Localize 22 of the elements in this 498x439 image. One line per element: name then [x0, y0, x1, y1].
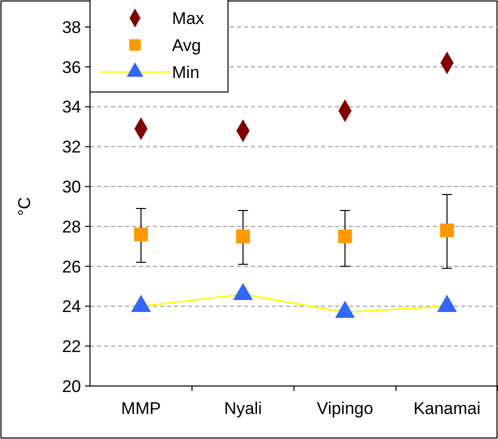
- y-tick-label: 24: [62, 297, 81, 316]
- point: [335, 300, 355, 318]
- y-tick-label: 34: [62, 98, 81, 117]
- legend-label: Avg: [172, 36, 201, 55]
- point: [131, 294, 151, 312]
- y-axis-title: °C: [15, 196, 34, 216]
- legend-label: Min: [172, 63, 200, 82]
- y-tick-label: 38: [62, 18, 81, 37]
- y-tick-label: 28: [62, 217, 81, 236]
- y-tick-label: 26: [62, 257, 81, 276]
- x-tick-label: Vipingo: [316, 399, 374, 418]
- y-tick-label: 22: [62, 337, 81, 356]
- legend-label: Max: [172, 9, 205, 28]
- x-tick-label: MMP: [121, 399, 161, 418]
- x-tick-label: Nyali: [224, 399, 262, 418]
- y-tick-label: 32: [62, 138, 81, 157]
- y-tick-label: 20: [62, 376, 81, 396]
- y-tick-label: 30: [62, 178, 81, 197]
- point: [233, 282, 253, 300]
- x-tick-label: Kanamai: [413, 399, 481, 418]
- point: [437, 294, 457, 312]
- y-tick-label: 36: [62, 58, 81, 77]
